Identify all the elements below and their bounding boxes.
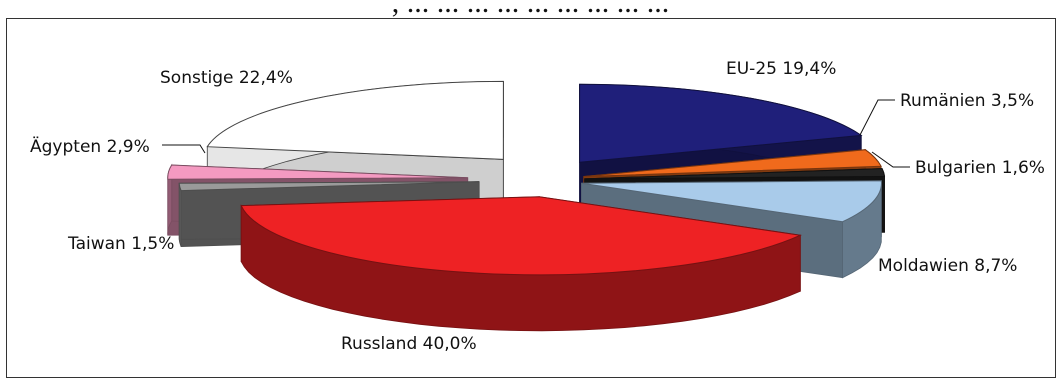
slice-sonstige [206, 80, 504, 160]
leader-line-rumaenien [859, 99, 895, 136]
slice-russland [240, 196, 803, 276]
leader-line-bulgarien [871, 151, 910, 168]
label-aegypten: Ägypten 2,9% [30, 136, 150, 157]
label-rumaenien: Rumänien 3,5% [900, 91, 1034, 111]
slice-moldawien [581, 180, 882, 223]
label-russland: Russland 40,0% [341, 334, 477, 354]
slice-ägypten [167, 164, 468, 180]
slice-rumänien [583, 149, 882, 178]
label-moldawien: Moldawien 8,7% [878, 256, 1017, 276]
slice-bulgarien [584, 168, 886, 180]
leader-line-aegypten [162, 144, 206, 154]
label-sonstige: Sonstige 22,4% [160, 68, 293, 88]
slice-side-bulgarien [881, 168, 885, 233]
slice-eu-25 [579, 83, 863, 163]
chart-title-clipped: , ... ... ... ... ... ... ... ... ... [391, 0, 670, 18]
label-taiwan: Taiwan 1,5% [67, 234, 174, 254]
label-eu25: EU-25 19,4% [726, 59, 836, 79]
label-bulgarien: Bulgarien 1,6% [915, 158, 1045, 178]
slice-side-taiwan [178, 183, 182, 247]
slice-taiwan [178, 181, 480, 192]
pie-chart: EU-25 19,4% Rumänien 3,5% Bulgarien 1,6%… [30, 59, 1045, 354]
